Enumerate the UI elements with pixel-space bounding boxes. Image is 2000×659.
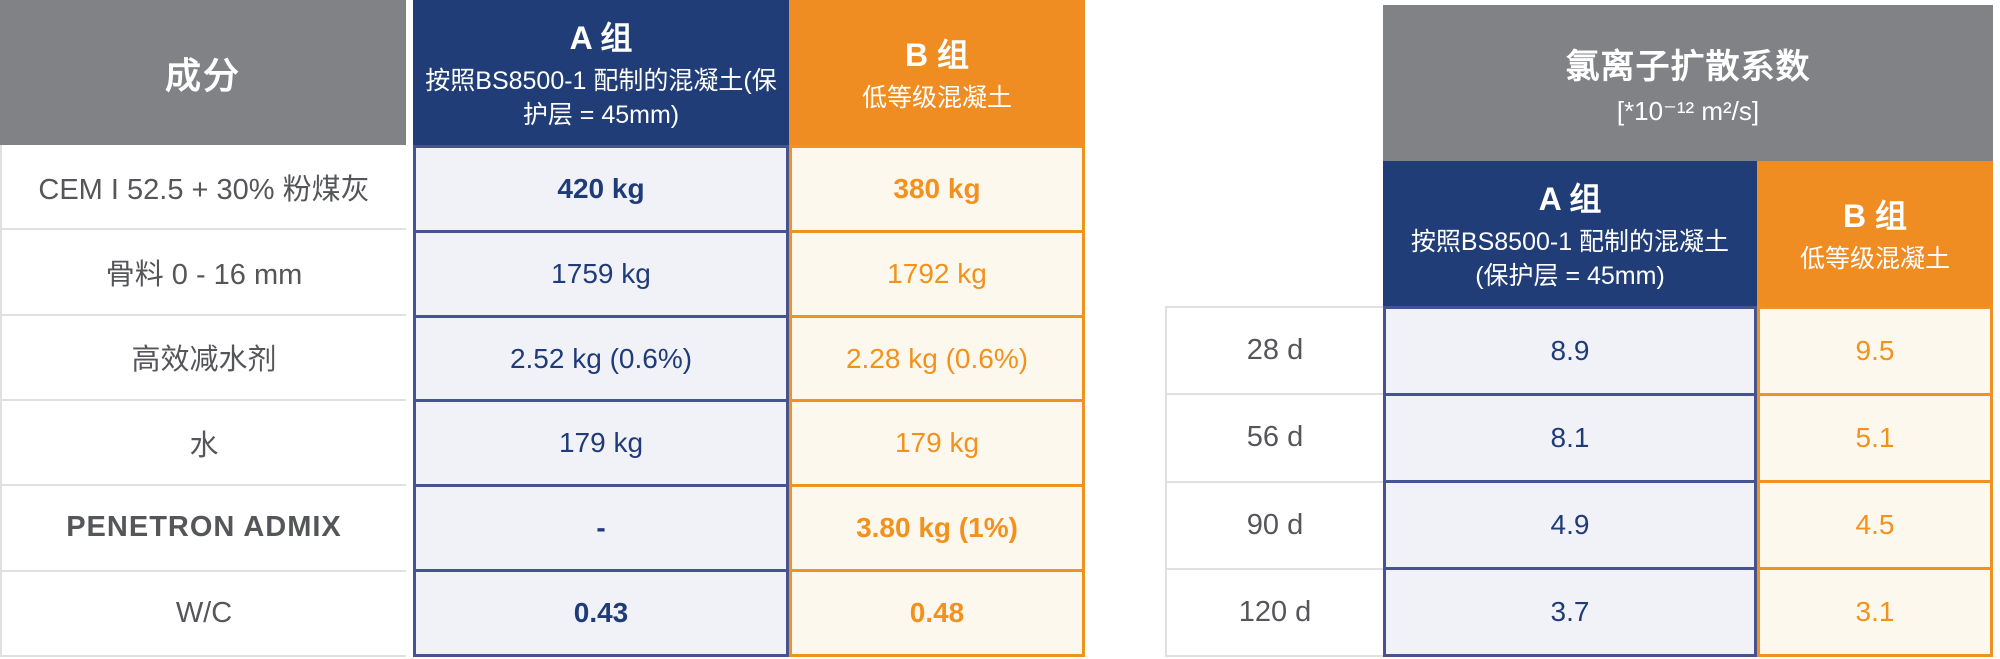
right-group-b-title: B 组 <box>1842 197 1907 234</box>
right-table-group-a-values: 8.9 8.1 4.9 3.7 <box>1383 306 1757 657</box>
right-group-b-header-cell: B 组 低等级混凝土 <box>1757 161 1993 306</box>
diffusion-a-120d: 3.7 <box>1383 570 1757 657</box>
right-group-a-header-cell: A 组 按照BS8500-1 配制的混凝土(保护层 = 45mm) <box>1383 161 1757 306</box>
age-label-90d: 90 d <box>1165 482 1383 570</box>
right-table-group-a-header: A 组 按照BS8500-1 配制的混凝土(保护层 = 45mm) <box>1383 161 1757 306</box>
diffusion-b-56d: 5.1 <box>1757 396 1993 483</box>
value-a-wc-ratio: 0.43 <box>413 572 789 657</box>
diffusion-table-unit: [*10⁻¹² m²/s] <box>1616 96 1760 126</box>
composition-header-label: 成分 <box>164 54 241 96</box>
right-table-group-b-header: B 组 低等级混凝土 <box>1757 161 1993 306</box>
diffusion-b-120d: 3.1 <box>1757 570 1993 657</box>
age-label-56d: 56 d <box>1165 395 1383 483</box>
diffusion-b-90d: 4.5 <box>1757 483 1993 570</box>
value-b-penetron-admix: 3.80 kg (1%) <box>789 487 1085 573</box>
row-label-aggregate: 骨料 0 - 16 mm <box>0 230 406 316</box>
row-label-penetron-admix: PENETRON ADMIX <box>0 486 406 572</box>
right-table-group-b-values: 9.5 5.1 4.5 3.1 <box>1757 306 1993 657</box>
left-table-group-b-column: B 组 低等级混凝土 380 kg 1792 kg 2.28 kg (0.6%)… <box>789 0 1085 657</box>
right-group-a-subtitle: 按照BS8500-1 配制的混凝土(保护层 = 45mm) <box>1410 227 1730 290</box>
value-a-cement: 420 kg <box>413 145 789 233</box>
value-b-water: 179 kg <box>789 402 1085 488</box>
diffusion-a-28d: 8.9 <box>1383 306 1757 396</box>
diffusion-table-header-cell: 氯离子扩散系数 [*10⁻¹² m²/s] <box>1383 5 1993 161</box>
right-table-age-column: 28 d 56 d 90 d 120 d <box>1165 306 1383 657</box>
age-label-120d: 120 d <box>1165 569 1383 657</box>
value-b-cement: 380 kg <box>789 145 1085 233</box>
left-group-b-title: B 组 <box>904 36 969 73</box>
value-a-water: 179 kg <box>413 402 789 488</box>
row-label-water: 水 <box>0 400 406 487</box>
left-table-label-column: 成分 CEM I 52.5 + 30% 粉煤灰 骨料 0 - 16 mm 高效减… <box>0 0 406 657</box>
left-group-a-subtitle: 按照BS8500-1 配制的混凝土(保护层 = 45mm) <box>425 66 777 129</box>
value-a-penetron-admix: - <box>413 487 789 573</box>
right-group-b-subtitle: 低等级混凝土 <box>1799 244 1950 273</box>
right-group-a-title: A 组 <box>1538 180 1602 217</box>
value-a-aggregate: 1759 kg <box>413 232 789 318</box>
left-group-b-header-cell: B 组 低等级混凝土 <box>789 0 1085 145</box>
left-group-a-title: A 组 <box>569 19 633 56</box>
row-label-cement: CEM I 52.5 + 30% 粉煤灰 <box>0 145 406 231</box>
diffusion-table-title: 氯离子扩散系数 <box>1565 48 1811 86</box>
value-b-superplasticizer: 2.28 kg (0.6%) <box>789 317 1085 403</box>
row-label-wc-ratio: W/C <box>0 571 406 657</box>
diffusion-a-90d: 4.9 <box>1383 483 1757 570</box>
left-table-group-a-column: A 组 按照BS8500-1 配制的混凝土(保护层 = 45mm) 420 kg… <box>413 0 789 657</box>
left-group-b-subtitle: 低等级混凝土 <box>861 83 1012 112</box>
value-b-aggregate: 1792 kg <box>789 232 1085 318</box>
composition-header-cell: 成分 <box>0 0 406 145</box>
value-b-wc-ratio: 0.48 <box>789 572 1085 657</box>
diffusion-a-56d: 8.1 <box>1383 396 1757 483</box>
row-label-superplasticizer: 高效减水剂 <box>0 315 406 401</box>
age-label-28d: 28 d <box>1165 306 1383 396</box>
value-a-superplasticizer: 2.52 kg (0.6%) <box>413 317 789 403</box>
diffusion-b-28d: 9.5 <box>1757 306 1993 396</box>
left-group-a-header-cell: A 组 按照BS8500-1 配制的混凝土(保护层 = 45mm) <box>413 0 789 145</box>
